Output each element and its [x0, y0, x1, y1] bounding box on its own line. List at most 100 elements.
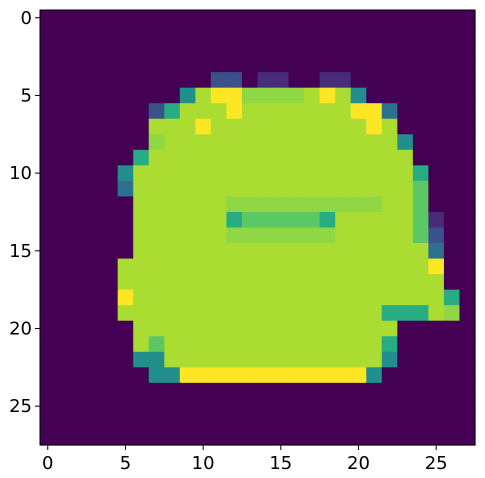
heatmap-cell: [55, 165, 72, 182]
heatmap-cell: [319, 134, 336, 151]
heatmap-cell: [195, 274, 212, 291]
heatmap-cell: [148, 289, 165, 306]
heatmap-cell: [366, 10, 383, 27]
heatmap-cell: [304, 149, 321, 166]
heatmap-cell: [71, 41, 88, 58]
heatmap-cell: [428, 429, 445, 446]
x-tick-label: 10: [192, 453, 215, 474]
heatmap-cell: [226, 336, 243, 353]
heatmap-cell: [428, 413, 445, 431]
heatmap-cell: [195, 25, 212, 42]
heatmap-cell: [86, 367, 103, 384]
heatmap-cell: [117, 429, 134, 446]
heatmap-cell: [459, 413, 476, 431]
heatmap-cell: [102, 180, 119, 198]
heatmap-cell: [40, 72, 57, 89]
heatmap-cell: [319, 103, 336, 120]
heatmap-cell: [273, 56, 290, 73]
heatmap-cell: [428, 227, 445, 244]
heatmap-cell: [319, 87, 336, 104]
heatmap-cell: [443, 180, 461, 198]
heatmap-cell: [86, 274, 103, 291]
heatmap-cell: [40, 134, 57, 151]
heatmap-cell: [117, 25, 134, 42]
heatmap-cell: [304, 398, 321, 415]
heatmap-cell: [148, 25, 165, 42]
heatmap-cell: [226, 243, 243, 260]
heatmap-cell: [443, 25, 461, 42]
heatmap-cell: [397, 180, 414, 198]
heatmap-cell: [335, 367, 352, 384]
heatmap-cell: [210, 196, 228, 213]
heatmap-cell: [133, 25, 150, 42]
heatmap-cell: [133, 320, 150, 337]
heatmap-cell: [86, 211, 103, 229]
heatmap-cell: [179, 398, 196, 415]
heatmap-cell: [288, 398, 305, 415]
heatmap-cell: [428, 134, 445, 151]
heatmap-cell: [195, 149, 212, 166]
heatmap-cell: [40, 305, 57, 322]
heatmap-cell: [86, 180, 103, 198]
heatmap-cell: [459, 180, 476, 198]
heatmap-cell: [210, 367, 228, 384]
heatmap-cell: [288, 72, 305, 89]
heatmap-cell: [350, 274, 367, 291]
heatmap-cell: [273, 149, 290, 166]
heatmap-cell: [319, 351, 336, 368]
heatmap-cell: [102, 227, 119, 244]
heatmap-cell: [350, 25, 367, 42]
heatmap-cell: [133, 211, 150, 229]
heatmap-cell: [40, 165, 57, 182]
heatmap-cell: [55, 180, 72, 198]
heatmap-cell: [350, 211, 367, 229]
heatmap-cell: [397, 413, 414, 431]
heatmap-cell: [71, 398, 88, 415]
heatmap-cell: [412, 180, 429, 198]
heatmap-cell: [257, 243, 274, 260]
heatmap-cell: [40, 149, 57, 166]
heatmap-cell: [117, 196, 134, 213]
heatmap-cell: [226, 429, 243, 446]
heatmap-cell: [241, 382, 259, 399]
heatmap-cell: [288, 10, 305, 27]
heatmap-cell: [335, 211, 352, 229]
heatmap-cell: [195, 196, 212, 213]
heatmap-cell: [86, 398, 103, 415]
heatmap-cell: [210, 413, 228, 431]
heatmap-cell: [195, 227, 212, 244]
heatmap-cell: [210, 87, 228, 104]
heatmap-cell: [273, 118, 290, 135]
heatmap-cell: [350, 258, 367, 275]
heatmap-cell: [40, 103, 57, 120]
heatmap-cell: [102, 87, 119, 104]
heatmap-cell: [428, 118, 445, 135]
heatmap-cell: [86, 382, 103, 399]
heatmap-cell: [273, 10, 290, 27]
heatmap-cell: [366, 429, 383, 446]
heatmap-cell: [366, 211, 383, 229]
heatmap-cell: [412, 103, 429, 120]
heatmap-cell: [304, 413, 321, 431]
heatmap-cell: [117, 149, 134, 166]
heatmap-cell: [195, 41, 212, 58]
heatmap-cell: [443, 351, 461, 368]
heatmap-cell: [459, 243, 476, 260]
heatmap-cell: [319, 413, 336, 431]
heatmap-cell: [257, 149, 274, 166]
heatmap-cell: [412, 165, 429, 182]
heatmap-cell: [397, 243, 414, 260]
heatmap-cell: [86, 413, 103, 431]
heatmap-cell: [86, 351, 103, 368]
heatmap-cell: [226, 10, 243, 27]
heatmap-cell: [55, 87, 72, 104]
heatmap-cell: [55, 227, 72, 244]
heatmap-cell: [226, 305, 243, 322]
heatmap-cell: [397, 305, 414, 322]
heatmap-cell: [179, 165, 196, 182]
heatmap-cell: [257, 320, 274, 337]
heatmap-cell: [226, 149, 243, 166]
heatmap-cell: [443, 103, 461, 120]
heatmap-cell: [319, 165, 336, 182]
heatmap-cell: [195, 320, 212, 337]
